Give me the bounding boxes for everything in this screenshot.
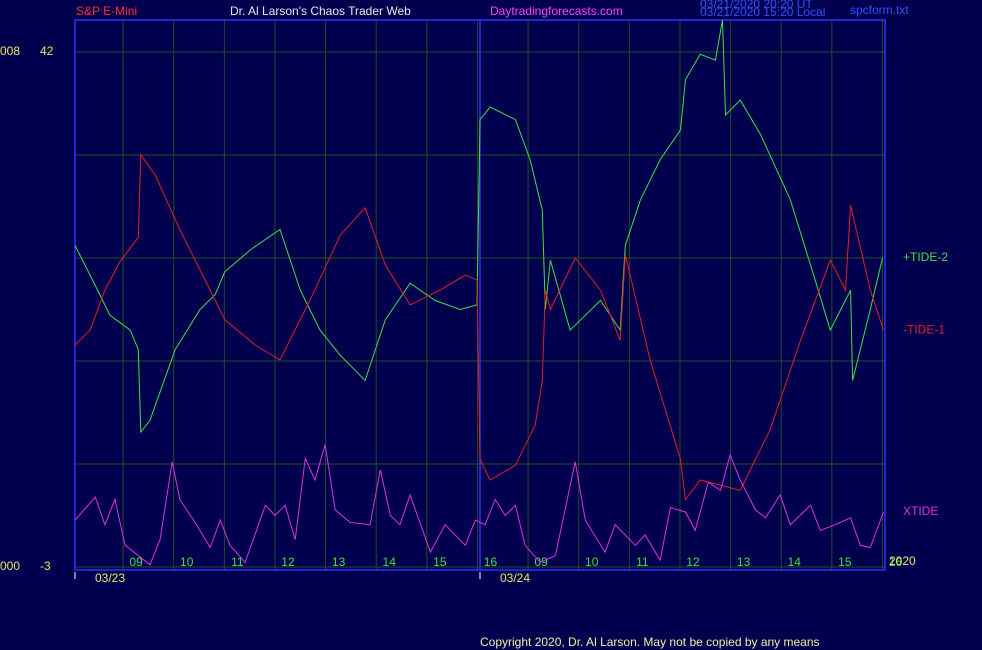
year-label: 2020 (889, 554, 916, 568)
x-tick-label: 16 (889, 555, 903, 569)
x-tick-label: 14 (383, 555, 397, 569)
x-tick-label: 12 (281, 555, 295, 569)
x-tick-label: 10 (180, 555, 194, 569)
title: Dr. Al Larson's Chaos Trader Web (230, 4, 411, 18)
x-tick-label: 15 (838, 555, 852, 569)
legend-label: -TIDE-1 (903, 322, 945, 336)
x-tick-label: 14 (788, 555, 802, 569)
x-tick-label: 10 (585, 555, 599, 569)
x-tick-label: 13 (737, 555, 751, 569)
file-name: spcform.txt (850, 3, 909, 17)
y-tick-label: -3 (40, 559, 51, 573)
x-tick-label: 11 (231, 555, 244, 569)
series-line (74, 19, 883, 434)
copyright: Copyright 2020, Dr. Al Larson. May not b… (480, 635, 820, 649)
stamp: 03/21/2020 15:20 Local (700, 5, 825, 19)
series-line (74, 153, 884, 501)
y-tick-label: 42 (40, 44, 54, 58)
x-tick-label: 11 (636, 555, 649, 569)
legend-label: XTIDE (903, 504, 938, 518)
x-tick-label: 16 (484, 555, 498, 569)
x-tick-label: 12 (686, 555, 700, 569)
x-tick-label: 15 (433, 555, 447, 569)
left-axis-label: 008 (0, 44, 20, 58)
date-label: 03/24 (500, 571, 530, 585)
symbol: S&P E-Mini (76, 4, 137, 18)
left-axis-label: 000 (0, 559, 20, 573)
site: Daytradingforecasts.com (490, 4, 623, 18)
legend-label: +TIDE-2 (903, 250, 948, 264)
x-tick-label: 13 (332, 555, 346, 569)
stamp: 03/21/2020 20:20 UT (700, 0, 813, 11)
series-line (74, 444, 884, 566)
date-label: 03/23 (95, 571, 125, 585)
x-tick-label: 09 (129, 555, 143, 569)
